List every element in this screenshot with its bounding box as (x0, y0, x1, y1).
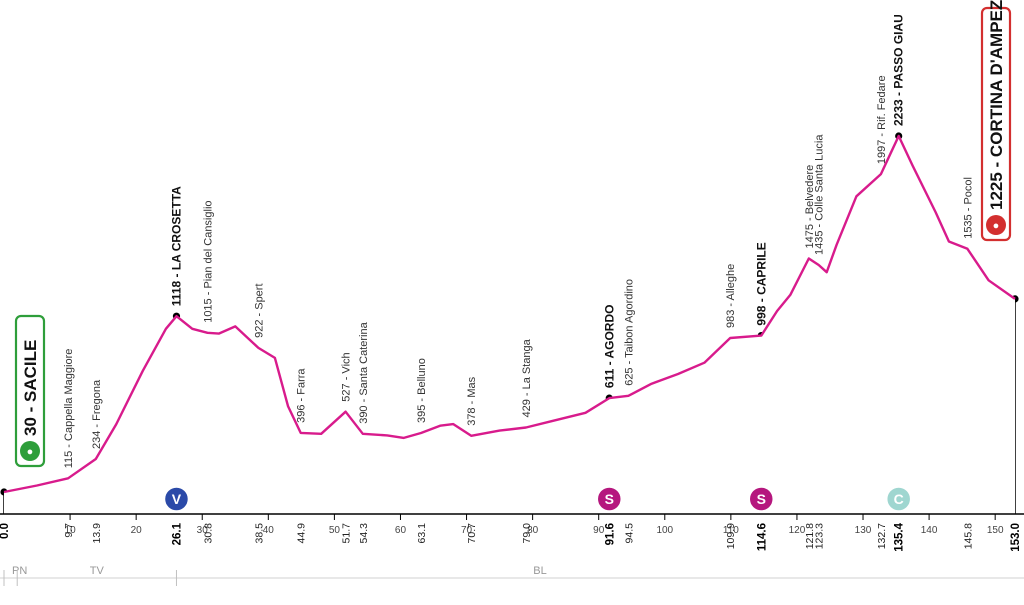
waypoint-label: 611 - AGORDO (602, 305, 616, 389)
waypoint-km-label: 26.1 (172, 522, 184, 545)
waypoint-km-label: 123.3 (814, 523, 826, 549)
finish-badge: ● 1225 - CORTINA D'AMPEZZO (980, 0, 1012, 242)
waypoint-km-label: 135.4 (894, 522, 906, 551)
waypoint-label: 1118 - LA CROSETTA (170, 186, 184, 306)
distance-axis: 10 20 30 40 50 60 70 80 90 100 110 120 130 140 150 9.7 1… (0, 513, 1024, 552)
province-label: PN (12, 565, 27, 577)
province-label: BL (533, 565, 546, 577)
axis-tick-label: 40 (263, 525, 275, 536)
waypoint-label: 983 - Alleghe (725, 264, 737, 328)
finish-badge-text: 1225 - CORTINA D'AMPEZZO (987, 0, 1006, 210)
axis-tick-label: 150 (987, 525, 1004, 536)
waypoint-km-label: 13.9 (91, 523, 103, 544)
province-strip: PN TV BL (0, 565, 1024, 586)
axis-tick-label: 120 (789, 525, 806, 536)
waypoint-km-label: 94.5 (623, 523, 635, 544)
start-badge-text: 30 - SACILE (21, 340, 40, 436)
start-km-label: 0.0 (0, 523, 11, 539)
marker-symbol: S (605, 491, 614, 507)
waypoint-labels: 115 - Cappella Maggiore 234 - Fregona 1118… (63, 14, 974, 468)
axis-tick-label: 50 (329, 525, 341, 536)
waypoint-label: 378 - Mas (466, 376, 478, 425)
waypoint-km-label: 114.6 (756, 523, 768, 551)
axis-tick-label: 80 (527, 525, 539, 536)
waypoint-label: 1015 - Pian del Cansiglio (203, 200, 215, 322)
waypoint-km-label: 9.7 (63, 523, 75, 538)
waypoint-label: 396 - Farra (296, 368, 308, 423)
profile-area (4, 136, 1015, 514)
waypoint-label: 1475 - Belvedere (804, 165, 816, 249)
waypoint-km-label: 132.7 (876, 523, 888, 549)
axis-tick-label: 140 (921, 525, 938, 536)
axis-tick-label: 20 (131, 525, 143, 536)
marker-circle (885, 486, 912, 512)
waypoint-label: 1435 - Colle Santa Lucia (814, 134, 826, 255)
finish-badge-icon (986, 215, 1006, 235)
start-badge-box (14, 314, 46, 468)
waypoint-label: 1997 - Rif. Fedare (876, 75, 888, 164)
marker-symbol: V (172, 491, 182, 507)
start-badge: ● 30 - SACILE (14, 314, 46, 468)
axis-tick-label: 10 (65, 525, 77, 536)
waypoint-label: 2233 - PASSO GIAU (892, 14, 906, 126)
finish-km-label: 153.0 (1010, 523, 1022, 552)
start-finish-badges: ● 30 - SACILE ● 1225 - CORTINA D'AMPEZZO (14, 0, 1012, 468)
waypoint-km-label: 63.1 (416, 523, 428, 544)
start-badge-icon-glyph: ● (27, 446, 34, 458)
axis-tick-label: 130 (855, 525, 872, 536)
waypoint-label: 998 - CAPRILE (754, 242, 768, 325)
marker-circle (163, 486, 190, 512)
axis-tick-label: 70 (461, 525, 473, 536)
province-label: TV (90, 565, 105, 577)
marker-circle (748, 486, 775, 512)
waypoint-label: 390 - Santa Caterina (358, 321, 370, 423)
waypoint-km-label: 51.7 (341, 523, 353, 544)
waypoint-km-label: 91.6 (604, 523, 616, 545)
waypoint-km-label: 44.9 (296, 523, 308, 544)
waypoint-label: 527 - Vich (341, 352, 353, 401)
waypoint-label: 115 - Cappella Maggiore (63, 349, 75, 469)
axis-tick-label: 100 (656, 525, 673, 536)
waypoint-label: 234 - Fregona (91, 379, 103, 449)
waypoint-km-label: 79.0 (521, 523, 533, 544)
waypoint-km-label: 38.5 (253, 523, 265, 544)
axis-tick-label: 60 (395, 525, 407, 536)
waypoint-label: 1535 - Pocol (962, 177, 974, 239)
waypoint-km-label: 70.7 (466, 523, 478, 544)
start-badge-icon (20, 441, 40, 461)
marker-symbol: C (894, 491, 904, 507)
waypoint-km-label: 121.8 (804, 523, 816, 549)
axis-tick-label: 90 (593, 525, 605, 536)
waypoint-km-label: 30.8 (203, 523, 215, 544)
waypoint-label: 395 - Belluno (416, 358, 428, 423)
elevation-profile (3, 134, 1016, 514)
finish-badge-box (980, 6, 1012, 242)
axis-tick-label: 110 (723, 525, 739, 536)
waypoint-label: 922 - Spert (253, 283, 265, 337)
waypoint-km-label: 109.9 (725, 523, 737, 549)
marker-symbol: S (757, 491, 766, 507)
marker-circle (596, 486, 623, 512)
axis-tick-label: 30 (197, 525, 209, 536)
waypoint-label: 429 - La Stanga (521, 338, 533, 417)
waypoint-km-label: 145.8 (962, 523, 974, 549)
waypoint-km-label: 54.3 (358, 523, 370, 544)
profile-line (3, 134, 1016, 494)
waypoint-label: 625 - Taibon Agordino (623, 279, 635, 386)
finish-badge-icon-glyph: ● (993, 220, 1000, 232)
